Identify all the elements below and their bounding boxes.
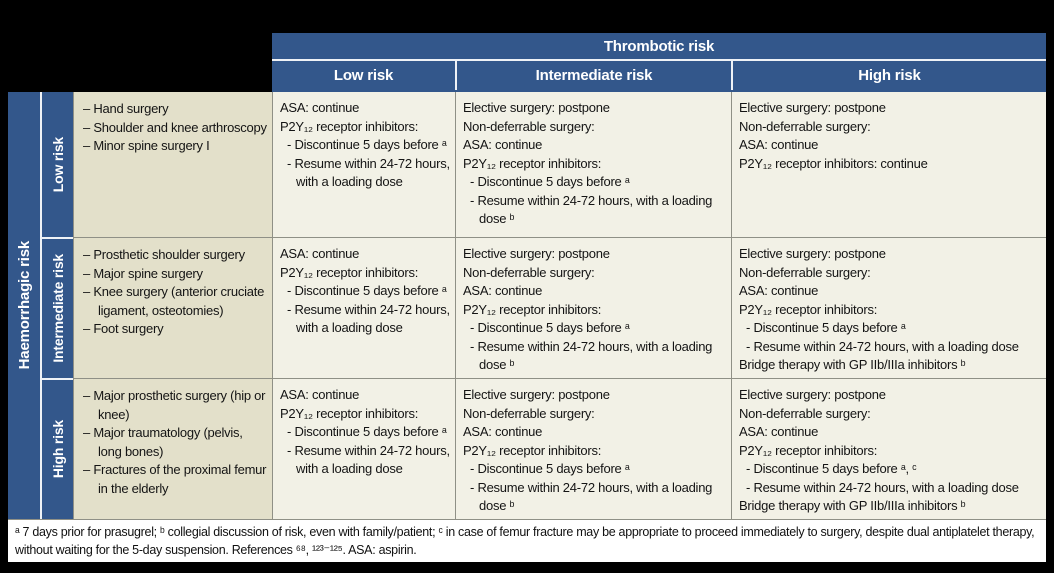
recommendation-line: Elective surgery: postpone [463, 100, 610, 115]
thrombotic-risk-title: Thrombotic risk [272, 33, 1046, 61]
recommendation-line: ASA: continue [280, 246, 360, 261]
row-label-intermediate-risk-text: Intermediate risk [49, 254, 66, 363]
haemorrhagic-risk-axis-cell: Haemorrhagic risk [8, 92, 40, 519]
column-header-high-risk: High risk [731, 61, 1046, 90]
recommendation-line: - Discontinue 5 days before ᵃ [470, 174, 630, 189]
recommendation-line: - Resume within 24-72 hours, with a load… [287, 301, 450, 336]
surgery-item: – Minor spine surgery I [83, 138, 210, 153]
surgery-item: – Major traumatology (pelvis, long bones… [83, 425, 243, 459]
recommendation-line: Non-deferrable surgery: [739, 405, 871, 421]
surgery-item: – Foot surgery [83, 321, 164, 336]
thrombotic-column-headers: Low risk Intermediate risk High risk [272, 61, 1046, 90]
risk-matrix-body: Haemorrhagic risk Low risk – Hand surger… [8, 92, 1046, 519]
surgery-item: – Prosthetic shoulder surgery [83, 247, 245, 262]
recommendation-line: P2Y₁₂ receptor inhibitors: [280, 118, 419, 134]
recommendation-line: Elective surgery: postpone [463, 387, 610, 402]
recommendation-line: P2Y₁₂ receptor inhibitors: [463, 442, 602, 458]
recommendation-line: P2Y₁₂ receptor inhibitors: [463, 155, 602, 171]
recommendation-line: ASA: continue [463, 137, 543, 152]
recommendation-line: P2Y₁₂ receptor inhibitors: [280, 264, 419, 280]
surgery-item: – Hand surgery [83, 101, 169, 116]
recommendation-line: - Resume within 24-72 hours, with a load… [470, 192, 713, 227]
row-label-high-risk: High risk [40, 378, 73, 519]
recommendation-line: - Resume within 24-72 hours, with a load… [470, 338, 713, 373]
cell-intermediate-haem-low-thrombo: ASA: continue P2Y₁₂ receptor inhibitors: -… [272, 237, 455, 378]
recommendation-line: Non-deferrable surgery: [463, 405, 595, 421]
cell-intermediate-haem-high-thrombo: Elective surgery: postpone Non-deferrable… [731, 237, 1046, 378]
haemorrhagic-risk-axis-label: Haemorrhagic risk [15, 241, 33, 370]
recommendation-line: P2Y₁₂ receptor inhibitors: [280, 405, 419, 421]
recommendation-line: - Discontinue 5 days before ᵃ [470, 320, 630, 335]
column-header-low-risk: Low risk [333, 67, 394, 84]
cell-high-haem-high-thrombo: Elective surgery: postpone Non-deferrable… [731, 378, 1046, 519]
recommendation-line: Non-deferrable surgery: [463, 264, 595, 280]
recommendation-line: Non-deferrable surgery: [739, 118, 871, 134]
recommendation-line: - Resume within 24-72 hours, with a load… [470, 479, 713, 514]
recommendation-line: - Discontinue 5 days before ᵃ [287, 424, 447, 439]
recommendation-line: ASA: continue [280, 100, 360, 115]
recommendation-line: P2Y₁₂ receptor inhibitors: [739, 442, 878, 458]
surgery-list-low-risk: – Hand surgery – Shoulder and knee arthro… [73, 92, 272, 237]
recommendation-line: Elective surgery: postpone [463, 246, 610, 261]
thrombotic-risk-header: Thrombotic risk Low risk Intermediate ri… [272, 33, 1046, 92]
recommendation-line: P2Y₁₂ receptor inhibitors: continue [739, 155, 928, 171]
recommendation-line: ASA: continue [739, 137, 819, 152]
surgery-item: – Knee surgery (anterior cruciate ligame… [83, 284, 265, 318]
recommendation-line: ASA: continue [463, 424, 543, 439]
recommendation-line: Non-deferrable surgery: [463, 118, 595, 134]
row-label-high-risk-text: High risk [49, 420, 66, 479]
cell-intermediate-haem-intermediate-thrombo: Elective surgery: postpone Non-deferrable… [455, 237, 731, 378]
recommendation-line: - Resume within 24-72 hours, with a load… [287, 442, 450, 477]
recommendation-line: - Discontinue 5 days before ᵃ, ᶜ [746, 461, 917, 476]
row-label-low-risk-text: Low risk [49, 136, 66, 193]
surgery-item: – Major spine surgery [83, 265, 203, 281]
surgery-item: – Fractures of the proximal femur in the… [83, 462, 267, 496]
cell-high-haem-intermediate-thrombo: Elective surgery: postpone Non-deferrable… [455, 378, 731, 519]
cell-low-haem-intermediate-thrombo: Elective surgery: postpone Non-deferrable… [455, 92, 731, 237]
recommendation-line: Bridge therapy with GP IIb/IIIa inhibito… [739, 357, 966, 372]
recommendation-line: ASA: continue [280, 387, 360, 402]
surgery-item: – Major prosthetic surgery (hip or knee) [83, 388, 266, 422]
recommendation-line: Bridge therapy with GP IIb/IIIa inhibito… [739, 498, 966, 513]
recommendation-line: P2Y₁₂ receptor inhibitors: [463, 301, 602, 317]
recommendation-line: - Discontinue 5 days before ᵃ [746, 320, 906, 335]
recommendation-line: Elective surgery: postpone [739, 100, 886, 115]
recommendation-line: ASA: continue [739, 424, 819, 439]
recommendation-line: ASA: continue [463, 283, 543, 298]
row-label-low-risk: Low risk [40, 92, 73, 237]
recommendation-line: - Resume within 24-72 hours, with a load… [287, 155, 450, 190]
recommendation-line: - Resume within 24-72 hours, with a load… [746, 338, 1019, 354]
recommendation-line: Elective surgery: postpone [739, 387, 886, 402]
cell-low-haem-low-thrombo: ASA: continue P2Y₁₂ receptor inhibitors: -… [272, 92, 455, 237]
cell-high-haem-low-thrombo: ASA: continue P2Y₁₂ receptor inhibitors: -… [272, 378, 455, 519]
column-header-intermediate-risk: Intermediate risk [455, 61, 731, 90]
recommendation-line: - Discontinue 5 days before ᵃ [287, 283, 447, 298]
recommendation-line: - Resume within 24-72 hours, with a load… [746, 479, 1019, 495]
cell-low-haem-high-thrombo: Elective surgery: postpone Non-deferrable… [731, 92, 1046, 237]
surgery-item: – Shoulder and knee arthroscopy [83, 119, 267, 135]
recommendation-line: - Discontinue 5 days before ᵃ [287, 137, 447, 152]
recommendation-line: Elective surgery: postpone [739, 246, 886, 261]
surgery-list-intermediate-risk: – Prosthetic shoulder surgery – Major spi… [73, 237, 272, 378]
recommendation-line: Non-deferrable surgery: [739, 264, 871, 280]
footnote: ᵃ 7 days prior for prasugrel; ᵇ collegia… [8, 519, 1046, 562]
recommendation-line: - Discontinue 5 days before ᵃ [470, 461, 630, 476]
recommendation-line: ASA: continue [739, 283, 819, 298]
surgery-list-high-risk: – Major prosthetic surgery (hip or knee)… [73, 378, 272, 519]
row-label-intermediate-risk: Intermediate risk [40, 237, 73, 378]
recommendation-line: P2Y₁₂ receptor inhibitors: [739, 301, 878, 317]
